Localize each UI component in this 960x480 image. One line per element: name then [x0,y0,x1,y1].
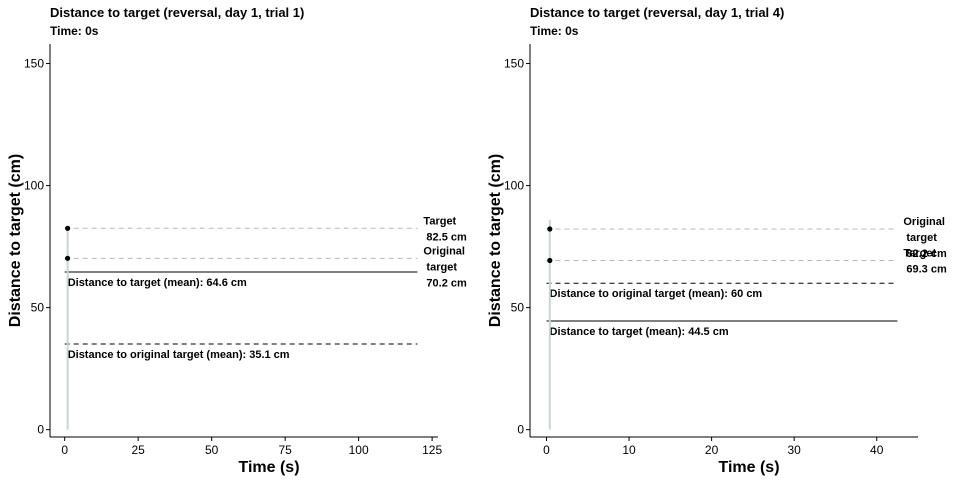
y-tick-label: 100 [24,179,44,193]
target-level-label: Target [903,248,936,260]
original-target-point [65,255,71,261]
x-tick-label: 30 [787,443,801,457]
mean-distance-to-target-label: Distance to target (mean): 64.6 cm [68,277,247,289]
target-level-label: 69.3 cm [906,264,947,276]
mean-distance-to-original-label: Distance to original target (mean): 35.1… [68,349,290,361]
x-tick-label: 25 [132,443,146,457]
chart-panel-trial-1: Distance to target (reversal, day 1, tri… [7,5,467,476]
x-tick-label: 50 [205,443,219,457]
chart-subtitle: Time: 0s [530,24,579,38]
x-tick-label: 0 [61,443,68,457]
original-target-level-label: 70.2 cm [426,277,467,289]
x-tick-label: 20 [705,443,719,457]
y-tick-label: 0 [517,423,524,437]
x-tick-label: 40 [870,443,884,457]
original-target-level-label: target [426,261,457,273]
original-target-level-label: 82.2 cm [906,248,947,260]
chart-subtitle: Time: 0s [50,24,99,38]
y-tick-label: 0 [37,423,44,437]
x-tick-label: 125 [422,443,442,457]
x-axis-title: Time (s) [718,459,779,476]
y-axis-title: Distance to target (cm) [7,154,24,327]
target-point [547,257,553,264]
y-tick-label: 150 [504,57,524,71]
mean-distance-to-original-label: Distance to original target (mean): 60 c… [550,288,763,300]
y-tick-label: 150 [24,57,44,71]
y-tick-label: 100 [504,179,524,193]
mean-distance-to-target-label: Distance to target (mean): 44.5 cm [550,326,729,338]
y-tick-label: 50 [31,301,45,315]
x-tick-label: 0 [543,443,550,457]
x-axis-title: Time (s) [238,459,299,476]
original-target-point [547,226,553,232]
x-tick-label: 75 [278,443,292,457]
target-point [65,225,71,231]
target-level-label: 82.5 cm [426,231,467,243]
x-tick-label: 100 [349,443,369,457]
chart-panel-trial-4: Distance to target (reversal, day 1, tri… [480,0,960,480]
x-tick-label: 10 [622,443,636,457]
original-target-level-label: target [906,232,937,244]
y-axis-title: Distance to target (cm) [487,154,504,327]
chart-plot-trial-4: 0 10 20 30 40 0 50 100 150 Time (s) Distance to ta… [487,44,947,476]
original-target-level-label: Original [903,216,945,228]
chart-plot-trial-1: 0 25 50 75 100 125 0 50 100 150 Time (s) Distance t… [7,44,467,476]
y-tick-label: 50 [511,301,525,315]
original-target-level-label: Original [423,245,465,257]
target-level-label: Target [423,215,456,227]
chart-title: Distance to target (reversal, day 1, tri… [50,5,305,20]
chart-title: Distance to target (reversal, day 1, tri… [530,5,785,20]
